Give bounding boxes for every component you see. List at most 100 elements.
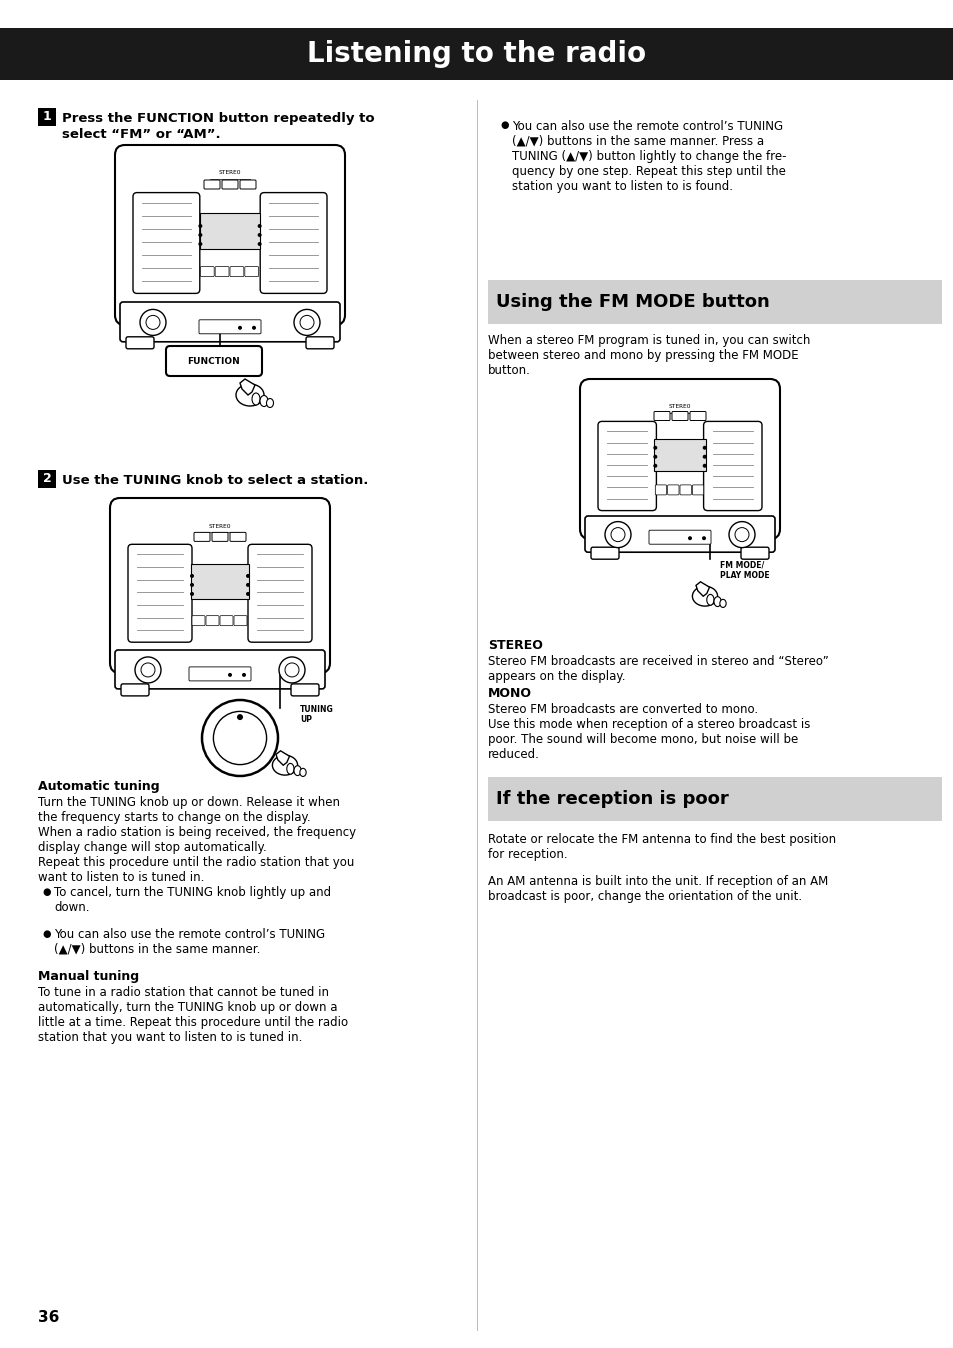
Circle shape	[702, 446, 706, 450]
Circle shape	[653, 464, 657, 468]
Text: Stereo FM broadcasts are received in stereo and “Stereo”
appears on the display.: Stereo FM broadcasts are received in ste…	[488, 655, 828, 683]
Circle shape	[687, 537, 691, 541]
FancyBboxPatch shape	[654, 411, 669, 421]
Text: You can also use the remote control’s TUNING
(▲/▼) buttons in the same manner.: You can also use the remote control’s TU…	[54, 927, 325, 956]
Circle shape	[242, 673, 246, 677]
Text: 36: 36	[38, 1310, 59, 1325]
Text: STEREO: STEREO	[218, 170, 241, 175]
Text: Stereo FM broadcasts are converted to mono.
Use this mode when reception of a st: Stereo FM broadcasts are converted to mo…	[488, 704, 809, 762]
FancyBboxPatch shape	[230, 267, 244, 276]
Text: When a radio station is being received, the frequency
display change will stop a: When a radio station is being received, …	[38, 826, 355, 855]
Circle shape	[190, 574, 193, 578]
FancyBboxPatch shape	[115, 650, 325, 689]
Polygon shape	[275, 751, 289, 766]
FancyBboxPatch shape	[120, 302, 339, 342]
FancyBboxPatch shape	[189, 667, 251, 681]
Text: TUNING
UP: TUNING UP	[299, 705, 334, 724]
Circle shape	[198, 243, 202, 245]
Circle shape	[190, 582, 193, 586]
FancyBboxPatch shape	[590, 547, 618, 559]
FancyBboxPatch shape	[206, 616, 219, 625]
Ellipse shape	[235, 384, 264, 406]
Text: FM MODE/
PLAY MODE: FM MODE/ PLAY MODE	[720, 561, 769, 581]
Circle shape	[299, 315, 314, 329]
Text: 2: 2	[43, 473, 51, 485]
FancyBboxPatch shape	[648, 530, 710, 545]
Circle shape	[285, 663, 298, 677]
Text: Turn the TUNING knob up or down. Release it when
the frequency starts to change : Turn the TUNING knob up or down. Release…	[38, 797, 339, 824]
FancyBboxPatch shape	[222, 181, 237, 189]
Circle shape	[728, 522, 754, 547]
FancyBboxPatch shape	[132, 193, 199, 294]
FancyBboxPatch shape	[166, 346, 262, 376]
Text: STEREO: STEREO	[668, 404, 691, 410]
FancyBboxPatch shape	[667, 485, 679, 495]
Circle shape	[246, 592, 250, 596]
Ellipse shape	[692, 586, 717, 607]
Text: You can also use the remote control’s TUNING
(▲/▼) buttons in the same manner. P: You can also use the remote control’s TU…	[512, 120, 785, 193]
Circle shape	[257, 243, 261, 245]
Circle shape	[198, 224, 202, 228]
Text: When a stereo FM program is tuned in, you can switch
between stereo and mono by : When a stereo FM program is tuned in, yo…	[488, 334, 809, 377]
Circle shape	[610, 527, 624, 542]
Text: STEREO: STEREO	[488, 639, 542, 652]
FancyBboxPatch shape	[199, 213, 260, 249]
FancyBboxPatch shape	[488, 280, 941, 324]
FancyBboxPatch shape	[212, 532, 228, 542]
FancyBboxPatch shape	[115, 146, 345, 325]
Circle shape	[653, 446, 657, 450]
Circle shape	[246, 574, 250, 578]
Circle shape	[236, 714, 243, 720]
Ellipse shape	[260, 395, 268, 407]
FancyBboxPatch shape	[488, 776, 941, 821]
FancyBboxPatch shape	[260, 193, 327, 294]
FancyBboxPatch shape	[653, 439, 705, 470]
Circle shape	[237, 326, 242, 330]
FancyBboxPatch shape	[38, 470, 56, 488]
Text: Manual tuning: Manual tuning	[38, 971, 139, 983]
Ellipse shape	[266, 399, 274, 407]
Text: ●: ●	[42, 929, 51, 940]
FancyBboxPatch shape	[38, 108, 56, 125]
FancyBboxPatch shape	[679, 485, 691, 495]
Circle shape	[278, 656, 305, 683]
Text: 1: 1	[43, 111, 51, 124]
Ellipse shape	[287, 763, 294, 774]
Circle shape	[702, 454, 706, 458]
FancyBboxPatch shape	[655, 485, 666, 495]
FancyBboxPatch shape	[230, 532, 246, 542]
Text: Automatic tuning: Automatic tuning	[38, 780, 159, 793]
Circle shape	[213, 712, 266, 764]
Circle shape	[198, 233, 202, 237]
Text: Rotate or relocate the FM antenna to find the best position
for reception.: Rotate or relocate the FM antenna to fin…	[488, 833, 835, 861]
FancyBboxPatch shape	[192, 616, 205, 625]
FancyBboxPatch shape	[121, 683, 149, 696]
FancyBboxPatch shape	[191, 565, 249, 599]
FancyBboxPatch shape	[306, 337, 334, 349]
FancyBboxPatch shape	[204, 181, 220, 189]
FancyBboxPatch shape	[0, 28, 953, 80]
Circle shape	[140, 310, 166, 336]
Text: ●: ●	[42, 887, 51, 896]
FancyBboxPatch shape	[692, 485, 703, 495]
FancyBboxPatch shape	[240, 181, 255, 189]
Circle shape	[257, 233, 261, 237]
FancyBboxPatch shape	[199, 319, 261, 334]
Text: Press the FUNCTION button repeatedly to: Press the FUNCTION button repeatedly to	[62, 112, 375, 125]
Text: If the reception is poor: If the reception is poor	[496, 790, 728, 807]
Ellipse shape	[713, 597, 720, 607]
FancyBboxPatch shape	[248, 545, 312, 642]
FancyBboxPatch shape	[128, 545, 192, 642]
Circle shape	[190, 592, 193, 596]
Circle shape	[246, 582, 250, 586]
Text: FUNCTION: FUNCTION	[188, 356, 240, 365]
Text: Use the TUNING knob to select a station.: Use the TUNING knob to select a station.	[62, 474, 368, 487]
Polygon shape	[240, 379, 254, 395]
Ellipse shape	[252, 394, 260, 404]
FancyBboxPatch shape	[220, 616, 233, 625]
Text: MONO: MONO	[488, 687, 532, 700]
FancyBboxPatch shape	[598, 422, 656, 511]
Text: To cancel, turn the TUNING knob lightly up and
down.: To cancel, turn the TUNING knob lightly …	[54, 886, 331, 914]
FancyBboxPatch shape	[689, 411, 705, 421]
FancyBboxPatch shape	[233, 616, 247, 625]
